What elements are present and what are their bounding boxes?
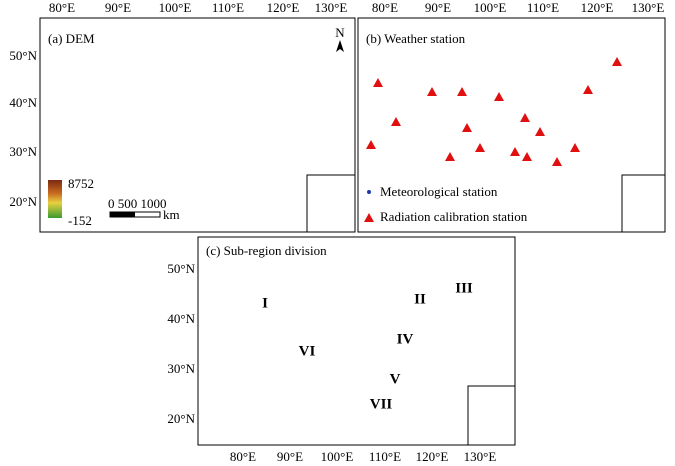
region-label: II (414, 291, 426, 307)
scale-labels: 0 500 1000 (108, 196, 167, 211)
lon-label: 130°E (632, 0, 665, 15)
dem-colorbar (48, 180, 62, 218)
legend-entry: Meteorological station (380, 184, 498, 199)
inset (306, 174, 356, 233)
inset (467, 385, 516, 446)
legend-min: -152 (68, 213, 92, 228)
lat-label: 40°N (167, 311, 195, 326)
lon-label: 90°E (105, 0, 131, 15)
lon-label: 90°E (425, 0, 451, 15)
lat-label: 30°N (9, 144, 37, 159)
lon-label: 130°E (315, 0, 348, 15)
panel-c-frame (197, 236, 516, 446)
lon-label: 80°E (372, 0, 398, 15)
lon-label: 90°E (277, 449, 303, 464)
scale-unit: km (163, 207, 180, 222)
lon-label: 120°E (581, 0, 614, 15)
panel-title: (c) Sub-region division (206, 243, 327, 258)
legend-entry: Radiation calibration station (380, 209, 528, 224)
legend-dot (367, 190, 371, 194)
north-arrow (336, 40, 344, 52)
panel-a-frame (39, 17, 356, 233)
region-label: V (390, 371, 401, 387)
lon-label: 120°E (267, 0, 300, 15)
lon-label: 110°E (527, 0, 559, 15)
lon-label: 110°E (369, 449, 401, 464)
inset (621, 174, 666, 233)
lat-label: 20°N (167, 411, 195, 426)
region-label: IV (397, 331, 414, 347)
lon-label: 130°E (464, 449, 497, 464)
north-label: N (335, 25, 345, 40)
lat-label: 40°N (9, 95, 37, 110)
lon-label: 80°E (49, 0, 75, 15)
region-label: I (262, 295, 268, 311)
region-label: VI (299, 343, 316, 359)
lat-label: 30°N (167, 361, 195, 376)
panel-title: (a) DEM (48, 31, 95, 46)
legend-max: 8752 (68, 176, 94, 191)
lat-label: 20°N (9, 194, 37, 209)
lon-label: 100°E (159, 0, 192, 15)
lon-label: 80°E (230, 449, 256, 464)
scale-bar-fill (110, 212, 135, 217)
lon-label: 120°E (416, 449, 449, 464)
region-label: III (455, 280, 473, 296)
region-label: VII (370, 396, 393, 412)
lon-label: 110°E (212, 0, 244, 15)
panel-title: (b) Weather station (366, 31, 466, 46)
radiation-stations (366, 57, 622, 166)
lon-label: 100°E (474, 0, 507, 15)
panel-b-frame (357, 17, 666, 233)
lat-label: 50°N (9, 48, 37, 63)
lon-label: 100°E (321, 449, 354, 464)
lat-label: 50°N (167, 261, 195, 276)
